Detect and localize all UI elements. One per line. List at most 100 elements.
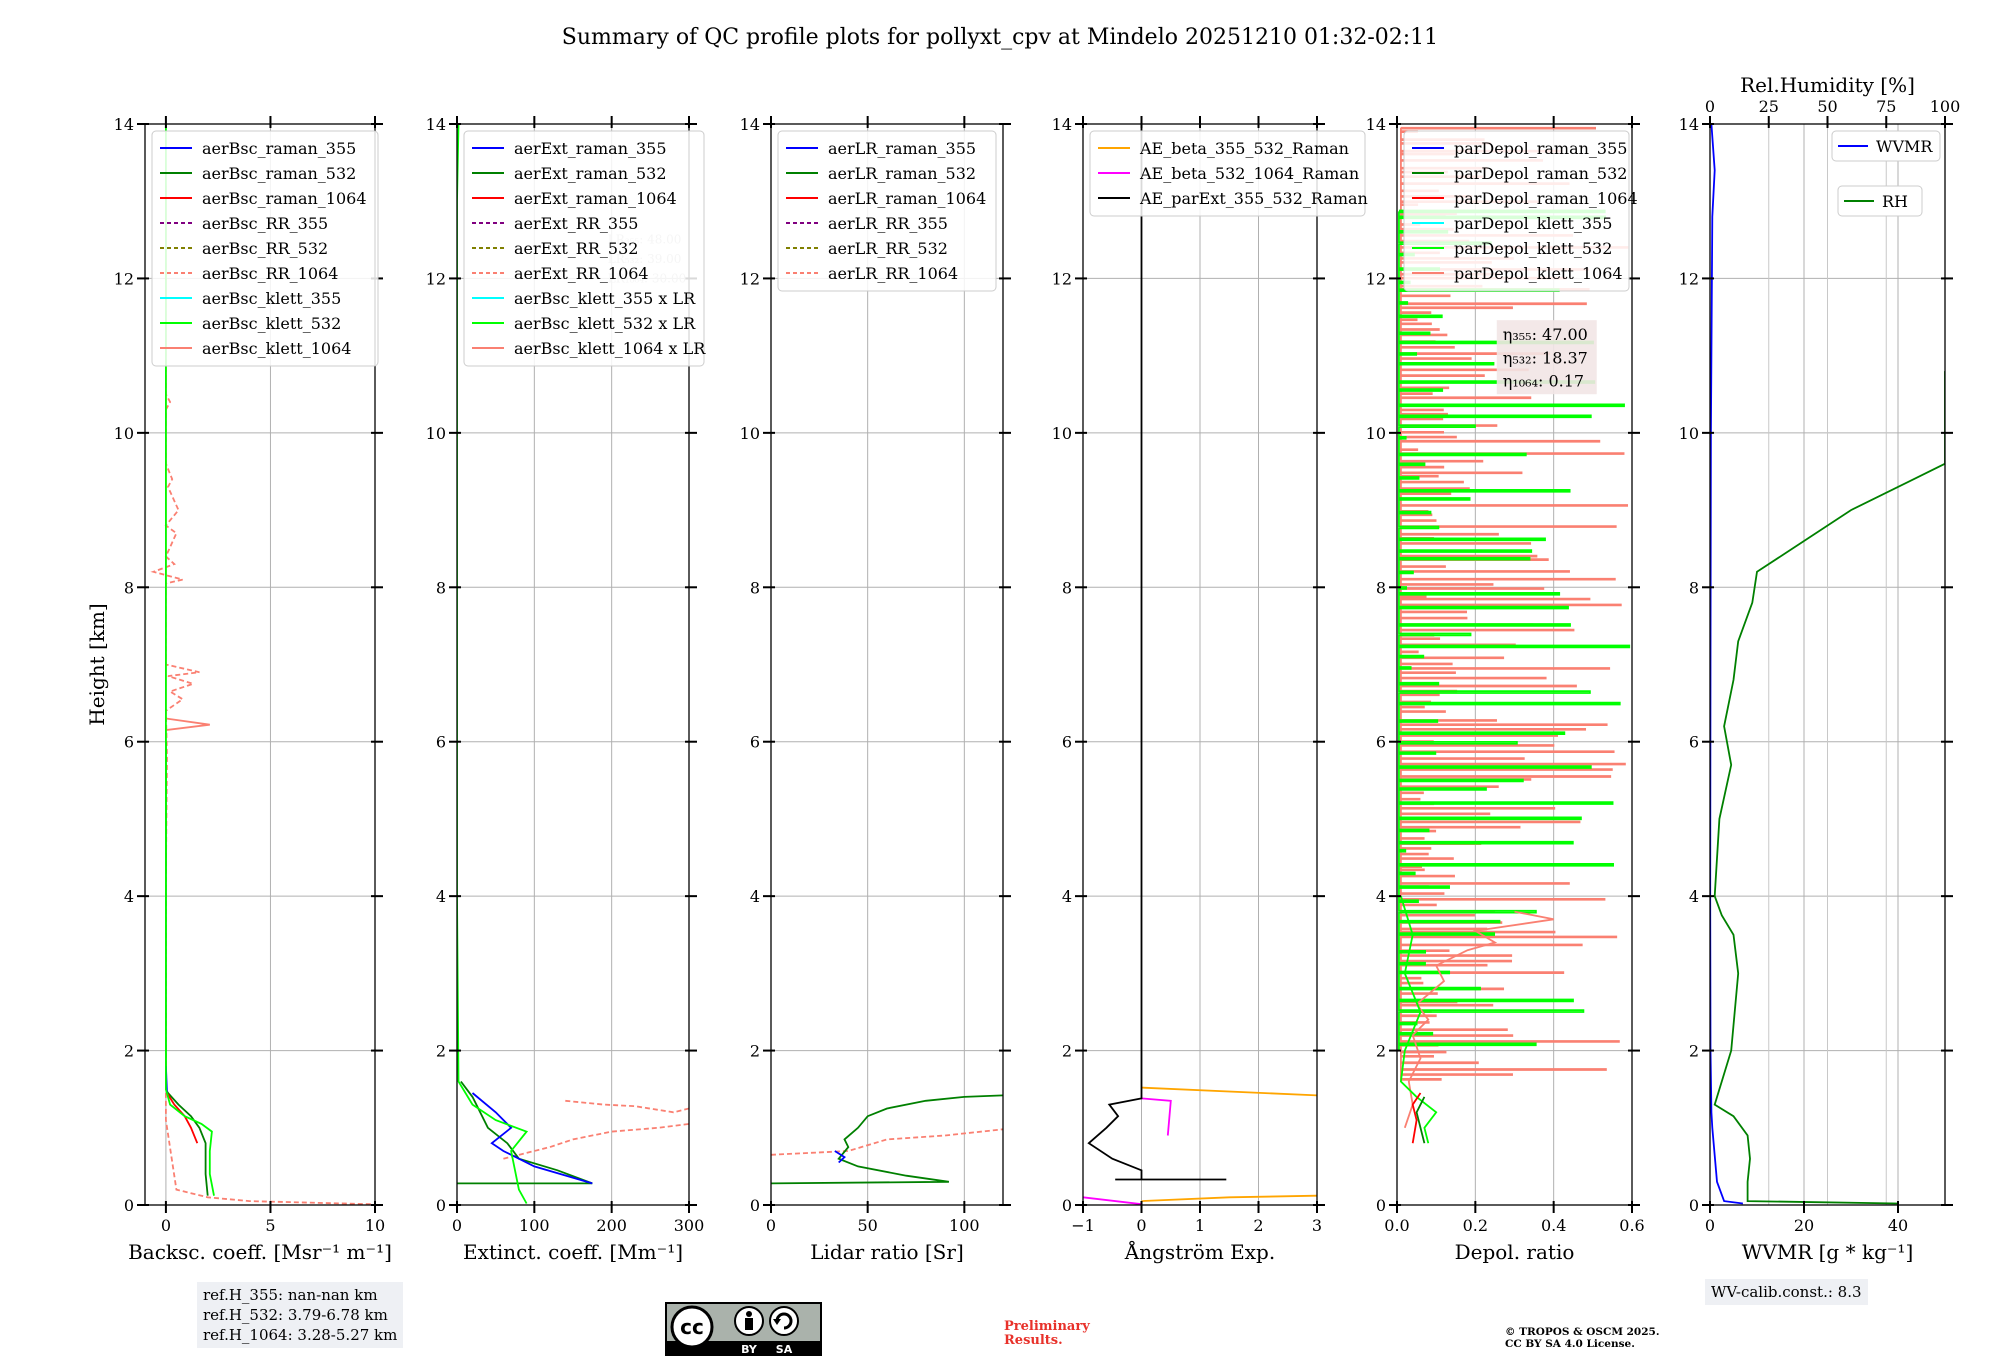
panel-ext: 0 2 4 6 8 10 12 14 0 100 200 300 Extinct. coeff. [Mm…	[426, 115, 707, 1264]
xtick-label: 100	[519, 1216, 550, 1235]
ytick-label: 2	[750, 1042, 760, 1061]
legend-label: aerBsc_raman_355	[202, 139, 356, 158]
panel-bsc: 0 2 4 6 8 10 12 14 0 5 10 Backsc. coeff. [Msr⁻¹ m⁻¹…	[85, 115, 392, 1264]
series-aerBsc_klett_532 x LR	[457, 124, 529, 1204]
series-AE_beta_532_1064_Raman	[1083, 1196, 1142, 1205]
ytick-label: 0	[436, 1196, 446, 1215]
series-aerBsc_klett_532	[165, 124, 215, 1196]
xaxis-label: Extinct. coeff. [Mm⁻¹]	[463, 1240, 683, 1264]
ytick-label: 4	[124, 887, 134, 906]
series-AE_beta_532_1064_Raman_up	[1141, 1097, 1172, 1136]
axes-frame	[456, 123, 690, 1206]
ytick-label: 2	[1376, 1042, 1386, 1061]
top-xtick-label: 50	[1817, 97, 1837, 116]
legend-box-RH	[1837, 185, 1923, 217]
ytick-label: 10	[114, 424, 134, 443]
ref-height-1064: ref.H_1064: 3.28-5.27 km	[203, 1326, 398, 1344]
xtick-label: 0.0	[1384, 1216, 1409, 1235]
ytick-label: 4	[1376, 887, 1386, 906]
annotation-text: η₃₅₅: 47.00	[1503, 325, 1588, 344]
legend-label: aerExt_RR_532	[514, 239, 638, 258]
legend-label: aerExt_raman_532	[514, 164, 667, 183]
copyright-line-1: © TROPOS & OSCM 2025.	[1505, 1326, 1660, 1338]
series-group	[1398, 126, 1631, 1144]
cc-by-sa-badge: cc BY SA	[665, 1302, 822, 1356]
ytick-label: 14	[114, 115, 134, 134]
ytick-label: 12	[426, 269, 446, 288]
legend-box	[1089, 130, 1366, 217]
ytick-label: 14	[1679, 115, 1699, 134]
legend-label: aerExt_raman_1064	[514, 189, 677, 208]
ytick-label: 12	[1679, 269, 1699, 288]
xtick-label: 50	[857, 1216, 877, 1235]
legend-label: aerBsc_klett_1064 x LR	[514, 339, 706, 358]
legend-box-WVMR	[1831, 130, 1941, 162]
legend-label: aerLR_RR_355	[828, 214, 948, 233]
series-AE_parExt_355_532_Raman	[1087, 124, 1227, 1181]
ytick-label: 2	[436, 1042, 446, 1061]
series-parDepol_raman_1064	[1411, 1092, 1422, 1144]
preliminary-notice: Preliminary Results.	[1004, 1320, 1090, 1348]
annotation-text: η₁₀₆₄: 0.17	[1503, 372, 1584, 391]
panel-wv: 0 2 4 6 8 10 12 14 0 20 40 0 25 50 75 100 Rel.Humidity […	[1679, 73, 1961, 1264]
legend-label: aerBsc_raman_1064	[202, 189, 367, 208]
series-group	[771, 1094, 1003, 1185]
by-label: BY	[741, 1343, 758, 1356]
ytick-label: 2	[124, 1042, 134, 1061]
annotation-text: η₅₃₂: 18.37	[1503, 348, 1588, 367]
xtick-label: 0	[1705, 1216, 1715, 1235]
xtick-label: 1	[1195, 1216, 1205, 1235]
xtick-label: 0	[1136, 1216, 1146, 1235]
xaxis-label: Depol. ratio	[1455, 1240, 1575, 1264]
wv-calib-const: WV-calib.const.: 8.3	[1711, 1283, 1862, 1301]
preliminary-line-1: Preliminary	[1004, 1319, 1090, 1334]
ytick-label: 8	[436, 578, 446, 597]
ytick-label: 4	[436, 887, 446, 906]
copyright-line-2: CC BY SA 4.0 License.	[1505, 1338, 1635, 1350]
series-parDepol_raman_532	[1415, 1096, 1426, 1144]
ytick-label: 8	[750, 578, 760, 597]
series-group	[457, 124, 689, 1204]
ytick-label: 14	[426, 115, 446, 134]
legend-box	[463, 130, 705, 367]
ytick-label: 8	[1376, 578, 1386, 597]
ytick-label: 10	[740, 424, 760, 443]
series-aerLR_RR_1064	[771, 1128, 1003, 1156]
series-aerBsc_raman_532	[165, 741, 209, 1196]
wv-calibration-box: WV-calib.const.: 8.3	[1705, 1279, 1868, 1305]
xtick-label: 2	[1253, 1216, 1263, 1235]
xaxis-label: Ångström Exp.	[1124, 1239, 1275, 1264]
legend-label: aerBsc_RR_1064	[202, 264, 338, 283]
ytick-label: 10	[1052, 424, 1072, 443]
legend-label: AE_parExt_355_532_Raman	[1139, 189, 1368, 208]
ytick-label: 12	[1366, 269, 1386, 288]
series-aerExt_raman_355	[471, 1092, 593, 1185]
ytick-label: 6	[750, 733, 760, 752]
series-group	[150, 124, 371, 1205]
series-group	[1083, 124, 1317, 1205]
legend-label: aerBsc_klett_532 x LR	[514, 314, 696, 333]
series-AE_beta_355_532_Raman_low	[1141, 1194, 1317, 1202]
legend-label: aerLR_RR_532	[828, 239, 948, 258]
legend-label: aerBsc_RR_532	[202, 239, 328, 258]
xtick-label: 20	[1794, 1216, 1814, 1235]
top-xtick-label: 100	[1930, 97, 1961, 116]
ytick-label: 10	[1679, 424, 1699, 443]
legend-label: aerLR_raman_532	[828, 164, 976, 183]
xtick-label: 0.6	[1619, 1216, 1644, 1235]
cc-text: cc	[680, 1315, 704, 1339]
xaxis-label: WVMR [g * kg⁻¹]	[1742, 1240, 1914, 1264]
legend-label: aerExt_RR_355	[514, 214, 638, 233]
annotation-box	[1496, 320, 1597, 395]
xtick-label: 0.4	[1541, 1216, 1566, 1235]
series-parDepol_klett_532_low	[1399, 895, 1438, 1144]
preliminary-line-2: Results.	[1004, 1333, 1063, 1348]
legend-label: aerBsc_klett_355	[202, 289, 341, 308]
xaxis-label: Lidar ratio [Sr]	[810, 1240, 964, 1264]
ytick-label: 14	[1052, 115, 1072, 134]
legend-label: AE_beta_355_532_Raman	[1139, 139, 1349, 158]
legend-label: aerExt_raman_355	[514, 139, 667, 158]
ytick-label: 6	[1062, 733, 1072, 752]
